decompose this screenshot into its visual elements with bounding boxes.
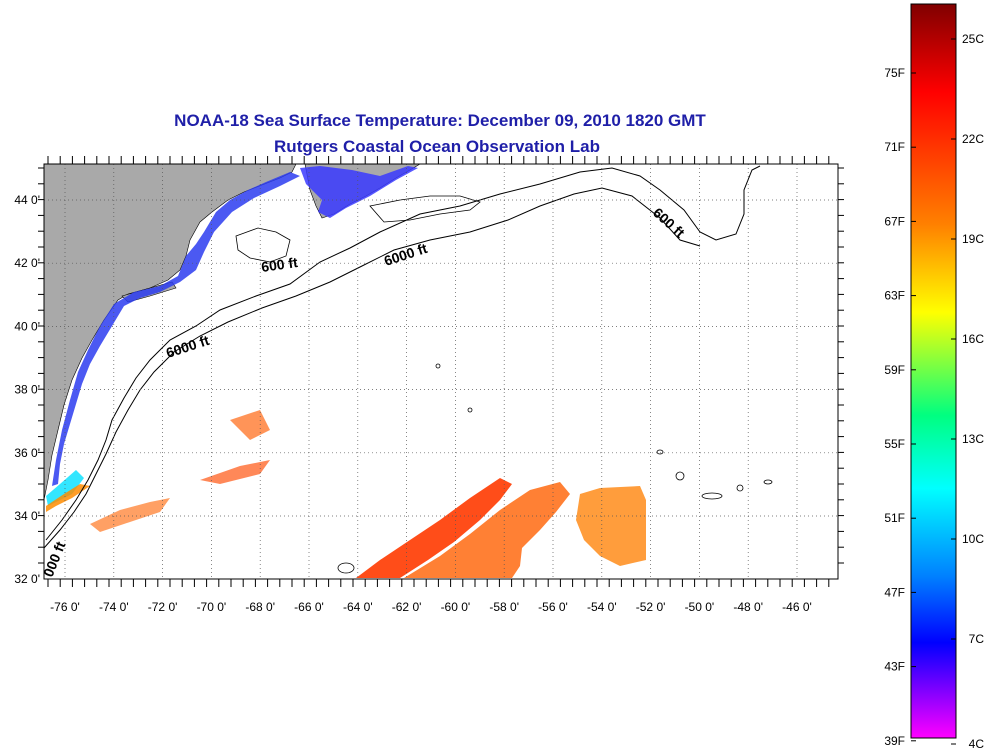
sst-coastal-band	[52, 172, 300, 486]
seamount-contour	[435, 363, 441, 369]
contour-inner-2	[369, 195, 481, 223]
latitude-label: 40 0'	[14, 319, 40, 333]
graticule	[44, 164, 838, 579]
longitude-label: -56 0'	[538, 600, 568, 614]
sst-gulfstream-edge	[46, 484, 90, 512]
colorbar-fahrenheit-label: 39F	[884, 734, 905, 748]
sst-warm-patch-3	[576, 486, 646, 566]
colorbar-celsius-label: 4C	[969, 737, 984, 751]
colorbar-fahrenheit-label: 51F	[884, 511, 905, 525]
seamount-contour	[736, 484, 744, 492]
seamount-contour	[467, 407, 473, 413]
sst-nova-band	[300, 166, 418, 218]
seamount-contour	[337, 562, 355, 574]
seamount-contour	[701, 492, 723, 500]
longitude-label: -64 0'	[343, 600, 373, 614]
colorbar-celsius-label: 16C	[962, 332, 984, 346]
colorbar-fahrenheit-label: 47F	[884, 585, 905, 599]
latitude-labels: 44 0' 42 0' 40 0' 38 0' 36 0' 34 0' 32 0'	[14, 193, 40, 586]
colorbar-celsius-label: 13C	[962, 432, 984, 446]
longitude-label: -46 0'	[782, 600, 812, 614]
latitude-label: 42 0'	[14, 256, 40, 270]
seamount-contour	[656, 449, 664, 455]
map-area: 600 ft 6000 ft 6000 ft 600 ft 000 ft	[44, 164, 838, 579]
frame-ticks	[38, 156, 844, 587]
colorbar-fahrenheit-label: 67F	[884, 214, 905, 228]
latitude-label: 38 0'	[14, 383, 40, 397]
longitude-label: -58 0'	[489, 600, 519, 614]
colorbar-fahrenheit-label: 71F	[884, 140, 905, 154]
longitude-label: -60 0'	[441, 600, 471, 614]
colorbar-fahrenheit-label: 55F	[884, 437, 905, 451]
contour-inner-gom	[235, 227, 291, 263]
contour-label-600ft-north: 600 ft	[260, 254, 299, 275]
longitude-label: -52 0'	[636, 600, 666, 614]
contour-6000ft	[44, 187, 701, 549]
map-title: NOAA-18 Sea Surface Temperature: Decembe…	[174, 111, 706, 130]
colorbar-celsius-label: 22C	[962, 132, 984, 146]
map-subtitle: Rutgers Coastal Ocean Observation Lab	[274, 137, 600, 156]
latitude-label: 36 0'	[14, 446, 40, 460]
colorbar: 75F 71F 67F 63F 59F 55F 51F 47F 43F 39F 25C 22C 19C…	[884, 3, 984, 751]
longitude-label: -66 0'	[294, 600, 324, 614]
latitude-label: 34 0'	[14, 509, 40, 523]
colorbar-celsius-labels: 25C 22C 19C 16C 13C 10C 7C 4C	[951, 32, 984, 751]
seamount-contour	[763, 479, 773, 485]
colorbar-celsius-label: 19C	[962, 232, 984, 246]
contour-600ft	[45, 165, 761, 541]
latitude-label: 32 0'	[14, 572, 40, 586]
longitude-label: -62 0'	[392, 600, 422, 614]
colorbar-fahrenheit-label: 59F	[884, 363, 905, 377]
sst-warm-patch-1	[356, 478, 512, 578]
sst-warm-scatter-1	[90, 498, 170, 532]
map-frame	[43, 163, 839, 580]
colorbar-fahrenheit-label: 43F	[884, 660, 905, 674]
sst-warm-patch-2	[404, 482, 570, 578]
colorbar-fahrenheit-label: 75F	[884, 66, 905, 80]
latitude-label: 44 0'	[14, 193, 40, 207]
seamount-contour	[675, 471, 685, 481]
longitude-label: -54 0'	[587, 600, 617, 614]
longitude-label: -70 0'	[197, 600, 227, 614]
sst-warm-scatter-2	[200, 460, 270, 484]
longitude-label: -76 0'	[50, 600, 80, 614]
longitude-label: -68 0'	[245, 600, 275, 614]
longitude-labels: -76 0' -74 0' -72 0' -70 0' -68 0' -66 0' -64 …	[50, 600, 812, 614]
colorbar-fahrenheit-label: 63F	[884, 289, 905, 303]
longitude-label: -74 0'	[99, 600, 129, 614]
longitude-label: -72 0'	[148, 600, 178, 614]
longitude-label: -50 0'	[685, 600, 715, 614]
longitude-label: -48 0'	[733, 600, 763, 614]
colorbar-celsius-label: 7C	[969, 632, 984, 646]
colorbar-fahrenheit-labels: 75F 71F 67F 63F 59F 55F 51F 47F 43F 39F	[884, 66, 916, 748]
colorbar-celsius-label: 25C	[962, 32, 984, 46]
colorbar-celsius-label: 10C	[962, 532, 984, 546]
colorbar-gradient	[910, 3, 957, 739]
